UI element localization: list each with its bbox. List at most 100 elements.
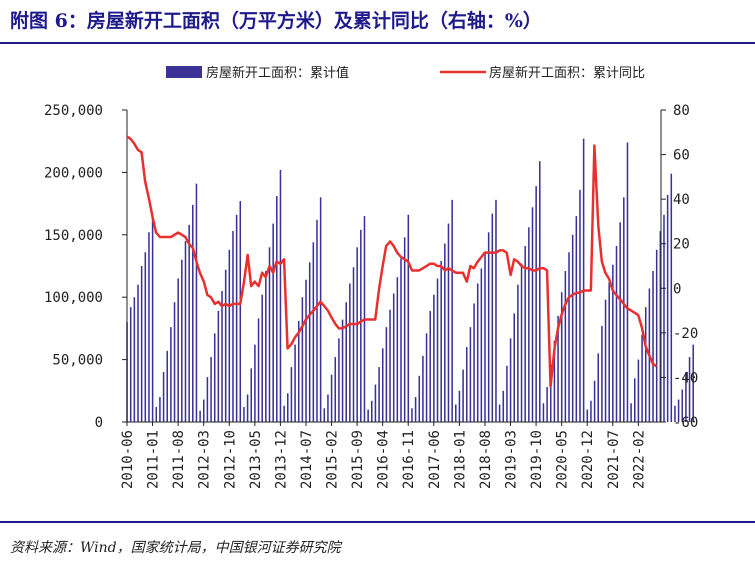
bar bbox=[440, 261, 442, 422]
bar bbox=[334, 357, 337, 422]
bar bbox=[272, 223, 274, 422]
bar bbox=[349, 283, 351, 422]
bar bbox=[484, 252, 486, 422]
source-divider bbox=[0, 521, 755, 523]
x-tick-label: 2013-12 bbox=[273, 430, 289, 489]
bar bbox=[608, 282, 610, 422]
bar bbox=[276, 196, 278, 422]
bar bbox=[338, 338, 340, 422]
bar bbox=[297, 320, 300, 422]
bar bbox=[140, 266, 143, 422]
bar bbox=[327, 394, 329, 422]
bar bbox=[279, 169, 282, 422]
bar bbox=[396, 277, 399, 422]
bar bbox=[414, 397, 417, 422]
bar bbox=[425, 333, 428, 422]
figure-title: 附图 6：房屋新开工面积（万平方米）及累计同比（右轴：%） bbox=[10, 10, 542, 32]
bar bbox=[498, 404, 501, 422]
bar bbox=[528, 227, 530, 422]
bar bbox=[579, 189, 581, 422]
bar bbox=[630, 403, 632, 422]
bar bbox=[239, 201, 242, 422]
bar bbox=[590, 400, 592, 422]
bar bbox=[571, 234, 574, 422]
bar bbox=[144, 252, 147, 422]
bar bbox=[451, 199, 453, 422]
bar bbox=[546, 387, 548, 422]
bar bbox=[330, 374, 333, 422]
right-tick-label: 60 bbox=[673, 148, 690, 164]
yoy-line bbox=[126, 135, 658, 388]
bar bbox=[199, 410, 201, 422]
bar bbox=[418, 375, 421, 422]
bar bbox=[422, 355, 424, 422]
bar bbox=[268, 247, 271, 422]
bar bbox=[634, 378, 636, 422]
bar bbox=[210, 357, 212, 422]
bar bbox=[586, 409, 589, 422]
bar bbox=[166, 350, 168, 422]
x-tick-label: 2019-10 bbox=[529, 430, 545, 489]
bar bbox=[305, 279, 307, 422]
bar bbox=[458, 390, 461, 422]
bar bbox=[549, 364, 552, 422]
bar bbox=[177, 278, 179, 422]
bar bbox=[641, 334, 643, 422]
bar bbox=[604, 299, 607, 422]
bar bbox=[674, 405, 676, 422]
bar bbox=[367, 409, 369, 422]
bar bbox=[162, 372, 165, 422]
x-tick-label: 2011-01 bbox=[146, 430, 162, 489]
bar-series bbox=[126, 138, 694, 423]
bar bbox=[542, 403, 545, 422]
left-tick-label: 100,000 bbox=[44, 290, 103, 306]
left-tick-label: 200,000 bbox=[44, 165, 103, 181]
bar bbox=[491, 213, 494, 422]
bar bbox=[502, 390, 505, 422]
x-tick-label: 2020-12 bbox=[580, 430, 596, 489]
bar bbox=[385, 327, 388, 422]
right-tick-label: 0 bbox=[673, 281, 681, 297]
bar bbox=[535, 186, 537, 422]
bar bbox=[692, 344, 694, 422]
x-tick-label: 2018-01 bbox=[452, 430, 468, 489]
bar bbox=[254, 344, 256, 422]
bar bbox=[480, 268, 483, 422]
bar bbox=[265, 270, 267, 422]
bar bbox=[352, 267, 355, 422]
x-tick-label: 2015-02 bbox=[325, 430, 341, 489]
bar bbox=[213, 333, 216, 422]
bar bbox=[688, 357, 691, 422]
bar bbox=[593, 380, 596, 422]
bar bbox=[670, 173, 673, 422]
bar bbox=[429, 310, 431, 422]
left-tick-label: 150,000 bbox=[44, 228, 103, 244]
bar bbox=[455, 404, 457, 422]
bar bbox=[257, 318, 260, 422]
bar bbox=[597, 353, 599, 422]
bar bbox=[323, 408, 326, 422]
bar bbox=[677, 399, 680, 422]
title-divider bbox=[0, 42, 755, 44]
bar bbox=[129, 307, 132, 422]
bar bbox=[517, 284, 519, 422]
bar bbox=[261, 294, 263, 422]
bar bbox=[224, 269, 227, 422]
bar bbox=[356, 247, 358, 422]
bar bbox=[389, 309, 391, 422]
bar bbox=[232, 231, 234, 422]
bar bbox=[173, 302, 176, 422]
bar bbox=[319, 197, 322, 422]
x-tick-label: 2021-07 bbox=[606, 430, 622, 489]
bar bbox=[221, 290, 223, 422]
bar bbox=[159, 397, 161, 422]
bar bbox=[170, 327, 172, 422]
bar bbox=[659, 231, 662, 422]
bar bbox=[433, 294, 435, 422]
x-tick-label: 2012-10 bbox=[222, 430, 238, 489]
bar bbox=[250, 368, 252, 422]
bar bbox=[465, 347, 468, 422]
bar bbox=[663, 214, 665, 422]
x-tick-label: 2014-07 bbox=[299, 430, 315, 489]
x-tick-label: 2022-02 bbox=[631, 430, 647, 489]
